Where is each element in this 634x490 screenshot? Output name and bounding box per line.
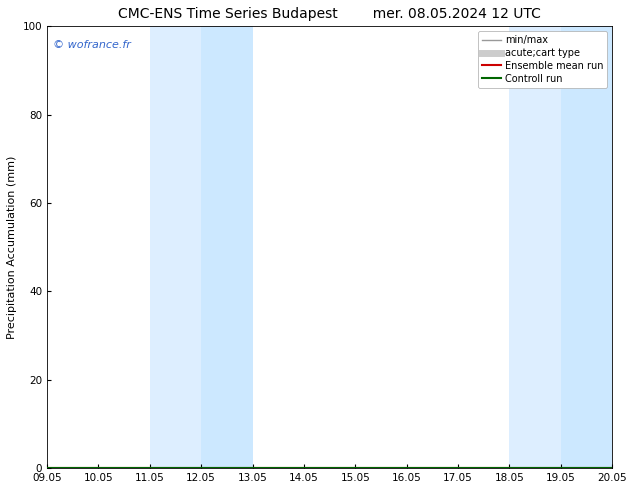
Y-axis label: Precipitation Accumulation (mm): Precipitation Accumulation (mm) (7, 155, 17, 339)
Title: CMC-ENS Time Series Budapest        mer. 08.05.2024 12 UTC: CMC-ENS Time Series Budapest mer. 08.05.… (118, 7, 541, 21)
Legend: min/max, acute;cart type, Ensemble mean run, Controll run: min/max, acute;cart type, Ensemble mean … (478, 31, 607, 88)
Bar (561, 26, 612, 468)
Bar (510, 26, 561, 468)
Bar (150, 26, 201, 468)
Text: © wofrance.fr: © wofrance.fr (53, 40, 131, 49)
Bar (201, 26, 252, 468)
